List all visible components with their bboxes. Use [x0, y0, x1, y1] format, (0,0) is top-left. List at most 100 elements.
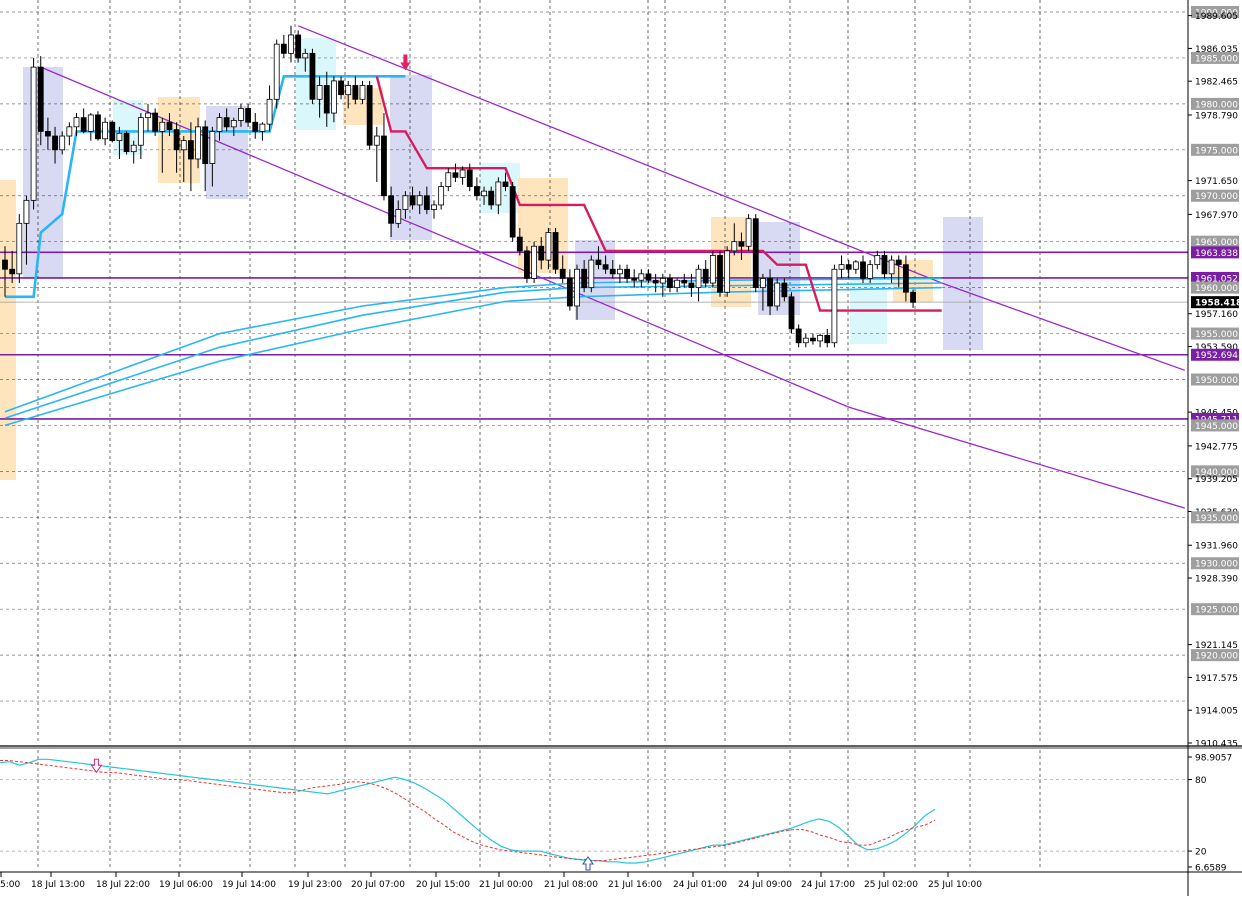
price-tick-label: 1967.970 — [1195, 211, 1238, 221]
candle-body — [495, 181, 502, 206]
candle — [123, 131, 130, 155]
candle-body — [881, 255, 888, 275]
level-tag[interactable] — [1191, 246, 1239, 259]
candle — [73, 113, 80, 137]
candle-body — [316, 85, 323, 100]
candle-body — [516, 236, 523, 252]
round-level-tag — [1191, 97, 1239, 110]
candle-body — [559, 268, 566, 279]
candle-body — [359, 85, 366, 100]
candle — [280, 34, 287, 58]
candle — [524, 246, 530, 284]
price-tick-label: 1986.035 — [1195, 45, 1238, 55]
session-box — [943, 217, 983, 350]
candle-body — [445, 172, 452, 187]
candle-body — [273, 43, 280, 100]
level-tag[interactable] — [1191, 348, 1239, 361]
candle-body — [302, 52, 309, 59]
candle — [617, 264, 623, 284]
candle — [895, 255, 902, 288]
oscillator-tick-label: 6.6589 — [1195, 864, 1227, 874]
candle — [574, 264, 580, 320]
candle — [609, 260, 616, 279]
candle — [266, 85, 273, 132]
candle — [388, 186, 395, 238]
candle-body — [552, 232, 559, 270]
candle — [903, 255, 909, 302]
candle-body — [9, 268, 16, 275]
time-axis[interactable]: 5:00 18 Jul 13:00 18 Jul 22:00 19 Jul 06:00… — [0, 872, 982, 890]
candle — [95, 111, 101, 141]
candle — [195, 117, 201, 169]
candle-body — [566, 278, 573, 307]
candle-body — [259, 123, 266, 132]
candle — [752, 214, 759, 293]
candle — [638, 269, 645, 288]
candle-body — [802, 337, 809, 344]
candle-body — [488, 190, 495, 206]
candle — [209, 126, 216, 187]
candle — [717, 250, 723, 297]
candle — [23, 195, 30, 265]
candle — [52, 126, 58, 164]
candle-body — [810, 337, 816, 342]
candle-body — [631, 278, 638, 281]
oscillator-tick-label: 20 — [1195, 848, 1207, 858]
round-level-label: 1965.000 — [1195, 238, 1238, 248]
level-tag-label: 1963.838 — [1195, 249, 1238, 259]
candle — [466, 163, 473, 192]
candle — [702, 260, 709, 288]
candle — [16, 214, 23, 284]
candle — [881, 250, 888, 279]
candle-body — [845, 264, 852, 270]
candle-body — [588, 259, 595, 289]
candle-body — [681, 279, 688, 284]
candle — [330, 76, 337, 123]
time-tick-label: 21 Jul 16:00 — [608, 880, 662, 890]
candle-body — [724, 250, 731, 293]
candle — [709, 250, 716, 288]
candle-body — [30, 66, 37, 201]
price-tick-label: 1953.590 — [1195, 343, 1238, 353]
candle — [309, 48, 316, 104]
candle — [431, 200, 437, 219]
candle-body — [137, 117, 144, 146]
candle-body — [116, 132, 123, 142]
candle — [481, 186, 487, 205]
channel-lower-line[interactable] — [40, 66, 1185, 509]
candle — [781, 278, 788, 302]
round-level-label: 1930.000 — [1195, 560, 1238, 570]
candle-body — [824, 334, 831, 344]
candle-body — [431, 204, 437, 210]
candle-body — [688, 282, 695, 289]
level-tag[interactable] — [1191, 271, 1239, 284]
candle — [238, 103, 244, 127]
candle — [223, 108, 230, 132]
candle-body — [402, 195, 409, 210]
candle — [159, 117, 166, 173]
candle — [87, 113, 94, 141]
current-price-tag[interactable] — [1191, 296, 1239, 309]
candle — [230, 117, 237, 137]
candle-body — [187, 140, 194, 160]
candle-body — [645, 273, 652, 281]
candle-body — [438, 186, 445, 206]
candle — [595, 246, 602, 270]
candle-body — [695, 268, 702, 289]
round-level-tag — [1191, 51, 1239, 64]
round-level-tag — [1191, 465, 1239, 478]
candle — [731, 223, 738, 256]
candle — [645, 269, 652, 284]
candle — [831, 264, 838, 348]
candle-body — [659, 278, 666, 284]
candle-body — [330, 80, 337, 114]
candle-body — [709, 255, 716, 284]
candle-body — [538, 245, 545, 261]
round-level-tag — [1191, 511, 1239, 524]
candle — [373, 126, 380, 182]
candle-body — [745, 218, 752, 247]
